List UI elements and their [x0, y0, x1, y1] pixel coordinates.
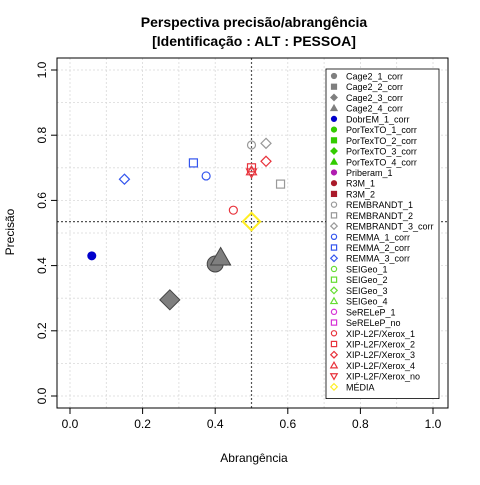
data-point: [159, 289, 181, 311]
legend-label: Cage2_1_corr: [346, 72, 403, 82]
legend-label: XIP-L2F/Xerox_1: [346, 329, 415, 339]
legend-label: REMBRANDT_2: [346, 211, 413, 221]
y-tick-label: 1.0: [35, 61, 49, 78]
data-point: [275, 179, 286, 189]
legend-label: PorTexTO_1_corr: [346, 125, 417, 135]
legend-marker: [330, 233, 338, 240]
legend-label: XIP-L2F/Xerox_no: [346, 372, 420, 382]
y-tick-label: 0.8: [35, 127, 49, 144]
legend-marker: [330, 180, 338, 187]
legend-marker: [330, 93, 338, 102]
legend-box: [325, 68, 440, 400]
x-tick-label: 0.6: [279, 417, 296, 431]
legend-label: REMMA_3_corr: [346, 254, 410, 264]
legend-label: XIP-L2F/Xerox_2: [346, 340, 415, 350]
plot-frame: [56, 57, 449, 409]
legend-label: REMBRANDT_3_corr: [346, 222, 434, 232]
y-tick-label: 0.4: [35, 257, 49, 274]
legend-marker: [329, 373, 339, 381]
legend-marker: [330, 126, 338, 133]
legend-label: MÉDIA: [346, 382, 375, 392]
y-axis-label: Precisão: [3, 208, 17, 255]
data-point: [241, 211, 262, 232]
legend-label: SEIGeo_4: [346, 297, 388, 307]
data-point: [245, 168, 258, 179]
legend-label: DobrEM_1_corr: [346, 114, 410, 124]
legend-marker: [330, 265, 338, 273]
legend-label: PorTexTO_2_corr: [346, 136, 417, 146]
legend-label: XIP-L2F/Xerox_4: [346, 361, 415, 371]
legend-label: SeRELeP_1: [346, 307, 396, 317]
legend-label: REMMA_2_corr: [346, 243, 410, 253]
legend-label: REMMA_1_corr: [346, 232, 410, 242]
legend-marker: [330, 319, 338, 326]
legend-marker: [330, 308, 338, 316]
x-tick-label: 0.2: [134, 417, 151, 431]
data-point: [245, 164, 258, 176]
legend-marker: [330, 276, 338, 283]
data-points: [87, 137, 286, 311]
legend-marker: [329, 157, 339, 165]
legend-label: SEIGeo_2: [346, 275, 388, 285]
legend-marker: [330, 137, 338, 144]
legend-marker: [330, 72, 338, 80]
data-point: [87, 251, 97, 261]
legend-marker: [329, 360, 339, 369]
x-tick-label: 1.0: [425, 417, 442, 431]
legend-marker: [330, 330, 338, 337]
legend-label: XIP-L2F/Xerox_3: [346, 350, 415, 360]
legend-marker: [330, 201, 338, 208]
legend-marker: [330, 83, 338, 90]
data-point: [201, 171, 211, 181]
x-tick-label: 0.8: [352, 417, 369, 431]
legend-label: PorTexTO_4_corr: [346, 157, 417, 167]
data-point: [228, 205, 238, 215]
legend-label: R3M_1: [346, 179, 375, 189]
data-point: [246, 140, 257, 150]
legend-label: SeRELeP_no: [346, 318, 401, 328]
legend-label: REMBRANDT_1: [346, 200, 413, 210]
legend-marker: [330, 169, 338, 176]
legend-marker: [329, 286, 339, 295]
legend-marker: [330, 244, 338, 251]
legend-label: Cage2_2_corr: [346, 82, 403, 92]
chart-title: Perspectiva precisão/abrangência: [141, 14, 368, 30]
data-point: [260, 137, 272, 150]
legend-label: SEIGeo_1: [346, 264, 388, 274]
data-point: [209, 246, 232, 266]
x-axis-label: Abrangência: [220, 451, 288, 465]
legend-marker: [329, 382, 339, 391]
axes: 0.0 0.2 0.4 0.6 0.8 1.0 0.0 0.2 0.4 0.6 0.8 1.0: [35, 57, 449, 431]
legend-label: R3M_2: [346, 189, 375, 199]
legend-marker: [330, 147, 338, 155]
legend-marker: [329, 221, 339, 231]
x-tick-label: 0.4: [207, 417, 224, 431]
legend-label: Cage2_3_corr: [346, 93, 403, 103]
legend-label: Cage2_4_corr: [346, 104, 403, 114]
legend-marker: [329, 296, 339, 305]
legend-label: PorTexTO_3_corr: [346, 147, 417, 157]
legend-marker: [329, 103, 339, 112]
chart-subtitle: [Identificação : ALT : PESSOA]: [152, 33, 356, 49]
data-point: [260, 155, 272, 168]
y-tick-label: 0.6: [35, 192, 49, 209]
legend-marker: [329, 350, 339, 359]
legend-marker: [330, 212, 338, 219]
legend-marker: [330, 190, 338, 198]
legend-marker: [330, 340, 338, 348]
y-tick-label: 0.2: [35, 322, 49, 339]
legend-label: SEIGeo_3: [346, 286, 388, 296]
y-tick-label: 0.0: [35, 387, 49, 404]
legend-marker: [329, 254, 339, 263]
legend-label: Priberam_1: [346, 168, 393, 178]
data-point: [118, 173, 131, 186]
legend-marker: [330, 115, 338, 122]
legend: Cage2_1_corrCage2_2_corrCage2_3_corrCage…: [325, 68, 440, 400]
data-point: [188, 158, 199, 168]
x-tick-label: 0.0: [62, 417, 79, 431]
data-point: [246, 163, 257, 173]
